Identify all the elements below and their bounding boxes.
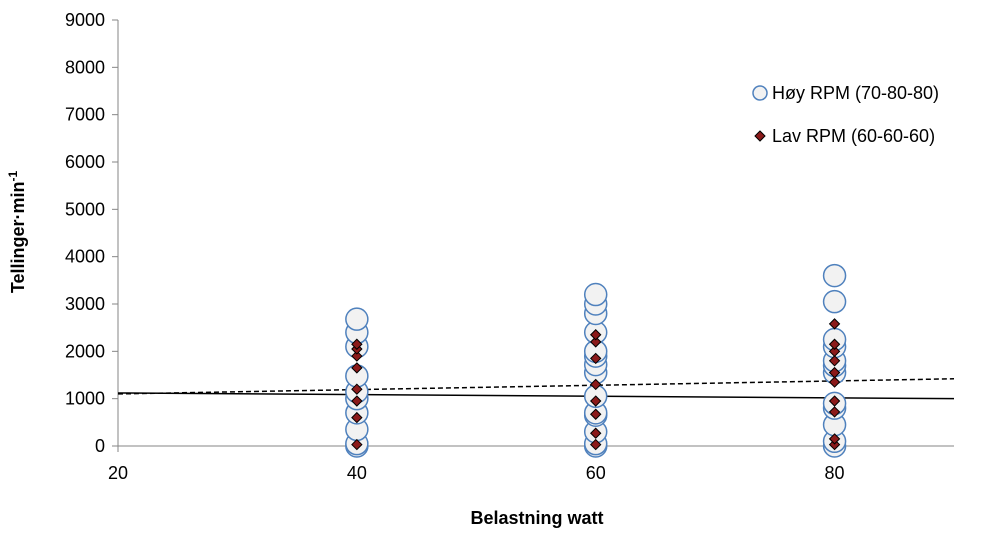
- y-axis-title: Tellinger·min-1: [6, 170, 28, 293]
- data-point-low-rpm: [828, 395, 841, 407]
- data-point-low-rpm: [828, 376, 841, 388]
- data-point-low-rpm: [351, 338, 363, 350]
- y-axis: 0 1000 2000 3000 4000 5000 6000 7000 8000 9000: [65, 10, 119, 456]
- data-point-low-rpm: [351, 411, 363, 424]
- y-tick-label: 0: [95, 436, 105, 456]
- data-point-low-rpm: [351, 395, 363, 407]
- data-point-low-rpm: [351, 350, 363, 362]
- x-tick-label: 80: [825, 463, 845, 483]
- legend: Høy RPM (70-80-80) Lav RPM (60-60-60): [752, 83, 939, 146]
- y-tick-label: 6000: [65, 152, 105, 172]
- data-point-low-rpm: [590, 427, 602, 439]
- trendline-dashed: [117, 378, 955, 395]
- y-tick-label: 3000: [65, 294, 105, 314]
- data-point-high-rpm: [822, 289, 847, 314]
- data-point-low-rpm: [590, 378, 602, 391]
- x-axis-title: Belastning watt: [470, 508, 603, 528]
- x-axis: 20 40 60 80: [108, 445, 954, 483]
- data-point-low-rpm: [828, 318, 841, 330]
- data-point-low-rpm: [590, 336, 602, 348]
- y-tick-label: 9000: [65, 10, 105, 30]
- data-point-high-rpm: [583, 282, 608, 307]
- data-points: [345, 263, 847, 458]
- trendlines: [117, 378, 955, 400]
- data-point-low-rpm: [590, 408, 602, 420]
- data-point-low-rpm: [590, 395, 602, 407]
- legend-marker-high-rpm: [752, 85, 768, 101]
- y-tick-label: 7000: [65, 105, 105, 125]
- trendline-solid: [117, 392, 955, 400]
- data-point-low-rpm: [590, 329, 602, 341]
- y-tick-label: 2000: [65, 341, 105, 361]
- y-tick-label: 5000: [65, 199, 105, 219]
- x-tick-label: 60: [586, 463, 606, 483]
- x-tick-label: 20: [108, 463, 128, 483]
- data-point-low-rpm: [590, 438, 602, 451]
- y-axis-title-superscript: -1: [6, 170, 20, 181]
- data-point-low-rpm: [351, 438, 363, 451]
- data-point-low-rpm: [828, 338, 841, 350]
- data-point-low-rpm: [590, 352, 602, 365]
- data-point-low-rpm: [828, 406, 841, 418]
- data-point-low-rpm: [828, 366, 841, 379]
- legend-label-low-rpm: Lav RPM (60-60-60): [772, 126, 935, 146]
- data-point-high-rpm: [822, 263, 847, 288]
- y-tick-label: 8000: [65, 57, 105, 77]
- y-axis-title-text: Tellinger·min: [8, 181, 28, 293]
- x-tick-label: 40: [347, 463, 367, 483]
- data-point-low-rpm: [828, 433, 841, 445]
- legend-marker-low-rpm: [754, 130, 766, 142]
- data-point-low-rpm: [828, 355, 841, 367]
- data-point-high-rpm: [345, 307, 369, 331]
- data-point-low-rpm: [351, 383, 363, 395]
- legend-label-high-rpm: Høy RPM (70-80-80): [772, 83, 939, 103]
- y-tick-label: 1000: [65, 389, 105, 409]
- y-tick-label: 4000: [65, 247, 105, 267]
- data-point-low-rpm: [351, 362, 363, 374]
- data-point-low-rpm: [828, 345, 841, 358]
